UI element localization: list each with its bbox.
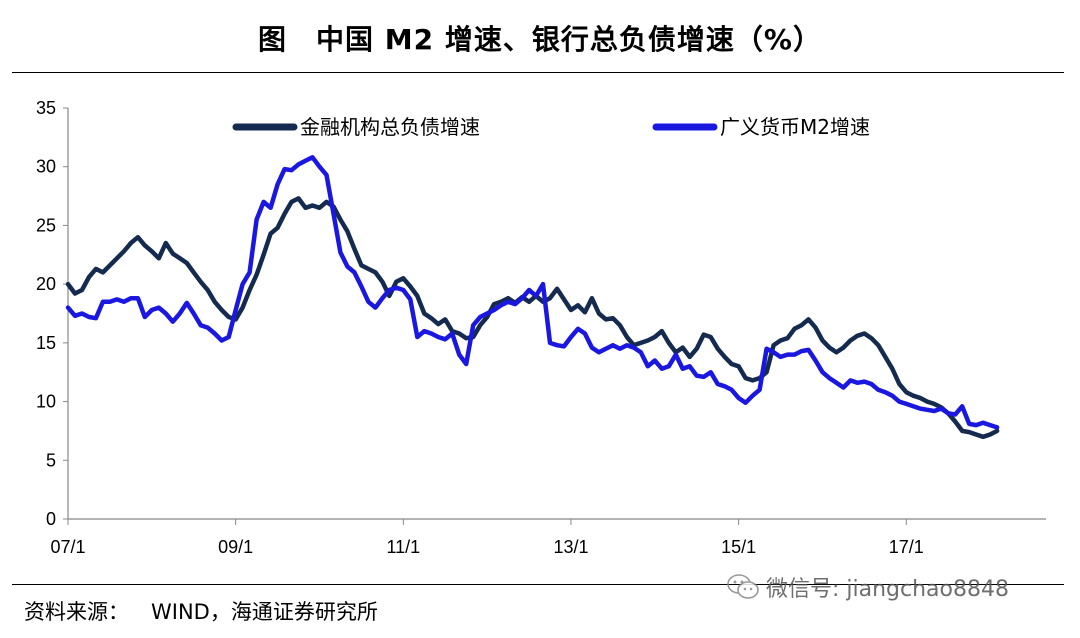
- x-tick-label: 09/1: [218, 537, 253, 557]
- chart-legend: 金融机构总负债增速 广义货币M2增速: [232, 115, 870, 139]
- y-tick-label: 25: [36, 215, 56, 235]
- y-tick-label: 15: [36, 333, 56, 353]
- x-tick-label: 17/1: [889, 537, 924, 557]
- watermark-text: 微信号: jiangchao8848: [766, 577, 1009, 602]
- legend-label-2: 广义货币M2增速: [720, 115, 870, 139]
- y-tick-label: 35: [36, 98, 56, 118]
- series-line-2: [65, 155, 1000, 430]
- source-text: WIND，海通证券研究所: [151, 600, 378, 624]
- chart-title: 图 中国 M2 增速、银行总负债增速（%）: [258, 23, 822, 56]
- y-tick-label: 10: [36, 392, 56, 412]
- x-axis-ticks: 07/1 09/1 11/1 13/1 15/1 17/1: [50, 519, 924, 557]
- source-label: 资料来源：: [24, 600, 129, 624]
- y-tick-label: 5: [46, 450, 56, 470]
- chart-series: [65, 155, 1000, 440]
- watermark: 微信号: jiangchao8848: [726, 572, 1009, 602]
- x-tick-label: 07/1: [50, 537, 85, 557]
- x-tick-label: 13/1: [553, 537, 588, 557]
- x-tick-label: 15/1: [721, 537, 756, 557]
- title-divider: [12, 72, 1064, 73]
- wechat-icon: [727, 574, 759, 599]
- legend-label-1: 金融机构总负债增速: [300, 115, 480, 139]
- footer-divider: [12, 584, 1064, 585]
- x-tick-label: 11/1: [386, 537, 420, 557]
- series-line-1: [65, 196, 1000, 440]
- source-note: 资料来源： WIND，海通证券研究所: [24, 596, 378, 626]
- y-axis-ticks: 0 5 10 15 20 25 30 35: [36, 98, 68, 529]
- chart-axes: [67, 108, 1046, 520]
- y-tick-label: 30: [36, 157, 56, 177]
- y-tick-label: 0: [46, 509, 56, 529]
- y-tick-label: 20: [36, 274, 56, 294]
